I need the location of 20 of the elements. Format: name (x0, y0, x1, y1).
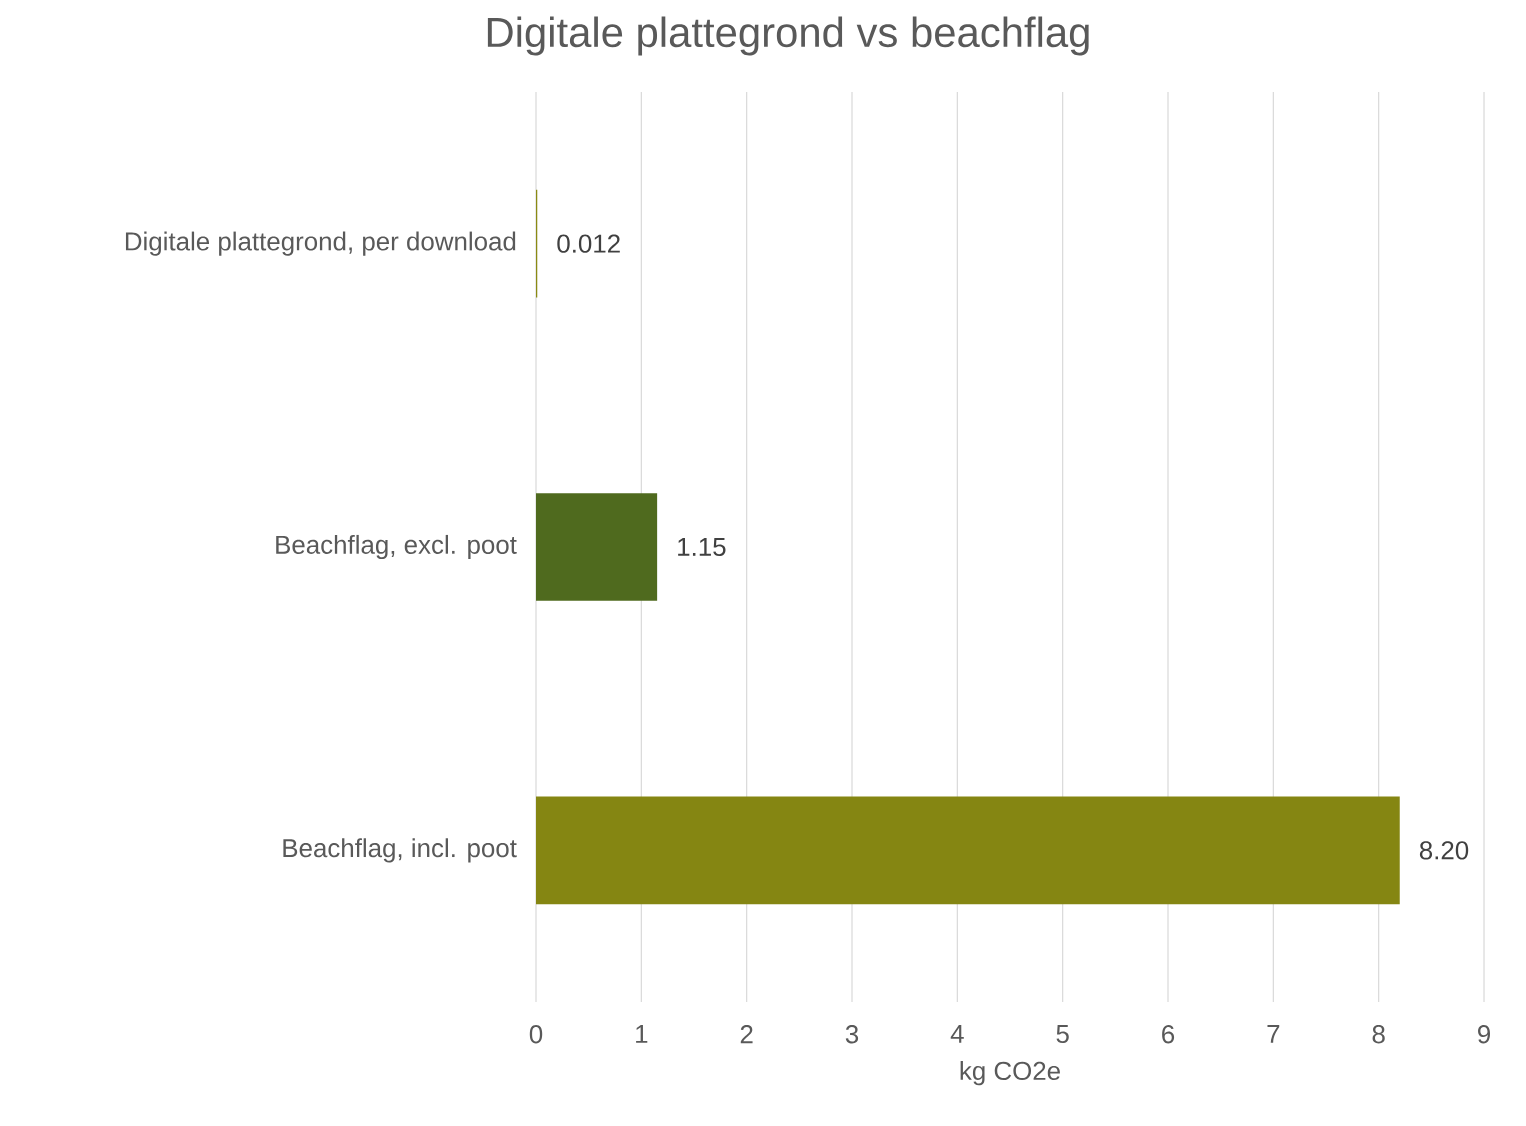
x-tick-label: 5 (1056, 1025, 1069, 1044)
x-tick-label: 9 (1478, 1025, 1490, 1044)
data-label: 0.012 (557, 234, 620, 253)
bar (536, 493, 658, 601)
x-axis-title: kg CO2e (960, 1061, 1060, 1086)
chart-title: Digitale plattegrond vs beachflag (487, 16, 1089, 56)
x-tick-label: 2 (740, 1025, 753, 1044)
y-tick-label: Beachflag, excl. poot (276, 534, 517, 560)
data-label: 1.15 (678, 537, 726, 557)
x-tick-label: 4 (950, 1025, 964, 1043)
x-tick-label: 1 (636, 1025, 648, 1043)
x-tick-label: 6 (1162, 1025, 1175, 1044)
data-label: 8.20 (1419, 841, 1469, 860)
y-tick-label: Digitale plattegrond, per download (125, 231, 516, 256)
bar (536, 796, 1400, 905)
y-tick-label: Beachflag, incl. poot (283, 838, 517, 863)
x-tick-label: 7 (1267, 1025, 1280, 1043)
x-tick-label: 3 (845, 1025, 859, 1044)
x-tick-label: 0 (529, 1025, 543, 1044)
x-tick-label: 8 (1372, 1025, 1385, 1044)
